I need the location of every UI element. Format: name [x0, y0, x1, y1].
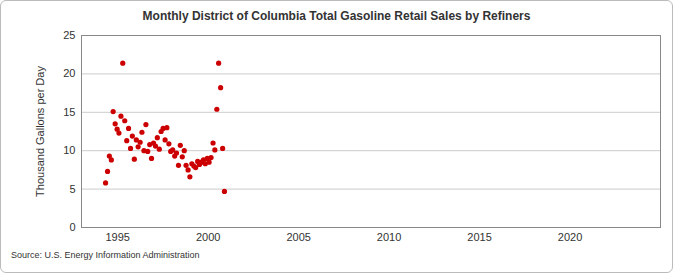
- svg-text:5: 5: [69, 183, 75, 195]
- svg-text:10: 10: [63, 144, 75, 156]
- svg-text:2000: 2000: [196, 231, 220, 243]
- svg-text:0: 0: [69, 221, 75, 233]
- svg-text:15: 15: [63, 106, 75, 118]
- svg-text:1995: 1995: [105, 231, 129, 243]
- svg-text:25: 25: [63, 29, 75, 41]
- svg-text:2020: 2020: [558, 231, 582, 243]
- html-text:Source: U.S. Energy Informatio: Source: U.S. Energy Information Administ…: [11, 250, 200, 260]
- svg-text:Thousand Gallons per Day: Thousand Gallons per Day: [34, 66, 46, 197]
- html-text:Monthly District of Columbia T: Monthly District of Columbia Total Gasol…: [142, 9, 531, 23]
- svg-text:20: 20: [63, 67, 75, 79]
- svg-text:2015: 2015: [467, 231, 491, 243]
- svg-text:2010: 2010: [377, 231, 401, 243]
- svg-text:2005: 2005: [286, 231, 310, 243]
